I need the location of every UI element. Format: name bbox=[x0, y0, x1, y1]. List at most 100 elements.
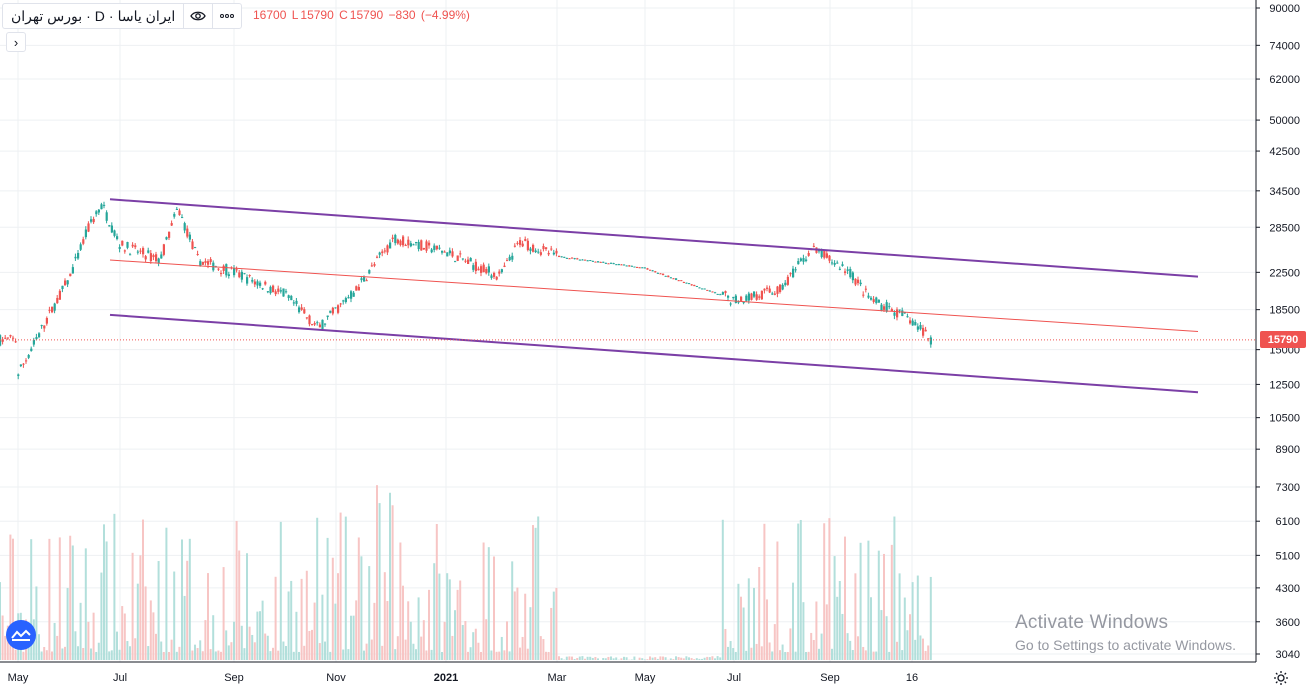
candle-body bbox=[914, 322, 917, 326]
candle-body bbox=[511, 255, 514, 260]
candle-body bbox=[742, 302, 745, 304]
volume-bar bbox=[282, 641, 285, 660]
candle-body bbox=[162, 244, 165, 255]
more-icon[interactable] bbox=[213, 4, 241, 28]
gear-icon[interactable] bbox=[1271, 668, 1291, 688]
symbol-title[interactable]: ایران یاسا · D · بورس تهران bbox=[3, 4, 183, 28]
candle-body bbox=[779, 284, 782, 292]
volume-bar bbox=[719, 657, 722, 660]
candle-body bbox=[454, 261, 457, 263]
candle-body bbox=[802, 258, 805, 262]
volume-bar bbox=[828, 518, 831, 660]
volume-bar bbox=[454, 610, 456, 660]
candle-body bbox=[807, 252, 810, 256]
price-axis-label: 42500 bbox=[1269, 146, 1300, 158]
candle-body bbox=[560, 256, 563, 258]
candle-body bbox=[526, 240, 529, 251]
candle-body bbox=[552, 252, 555, 255]
volume-bar bbox=[615, 657, 618, 660]
candle-body bbox=[862, 294, 865, 296]
volume-bar bbox=[230, 642, 233, 660]
candle-body bbox=[0, 335, 2, 346]
collapse-legend-button[interactable]: › bbox=[6, 32, 26, 52]
candle-body bbox=[776, 286, 779, 294]
volume-bar bbox=[142, 519, 144, 660]
candle-body bbox=[407, 239, 410, 246]
volume-bar bbox=[136, 583, 139, 660]
volume-bar bbox=[74, 631, 77, 660]
volume-bar bbox=[760, 646, 763, 660]
candle-body bbox=[233, 268, 236, 276]
candle-body bbox=[498, 271, 501, 274]
candle-body bbox=[243, 273, 246, 275]
candle-body bbox=[563, 256, 566, 258]
candle-body bbox=[612, 263, 615, 265]
volume-bar bbox=[695, 658, 698, 660]
candle-body bbox=[625, 265, 628, 267]
volume-bar bbox=[685, 656, 688, 660]
candle-body bbox=[368, 270, 371, 274]
volume-bar bbox=[222, 567, 225, 660]
symbol-legend[interactable]: ایران یاسا · D · بورس تهران bbox=[2, 3, 243, 29]
candle-body bbox=[906, 316, 909, 318]
candle-body bbox=[864, 288, 867, 290]
candle-body bbox=[261, 288, 264, 290]
candle-body bbox=[729, 303, 732, 305]
candle-body bbox=[238, 272, 241, 278]
volume-bar bbox=[490, 650, 493, 660]
candle-body bbox=[308, 315, 311, 325]
candle-body bbox=[524, 239, 527, 241]
volume-bar bbox=[542, 639, 545, 660]
candle-body bbox=[318, 324, 321, 328]
volume-bar bbox=[755, 643, 758, 660]
candle-body bbox=[539, 252, 542, 255]
candle-body bbox=[344, 298, 347, 303]
candle-body bbox=[441, 250, 444, 253]
symbol-name: ایران یاسا bbox=[117, 7, 176, 24]
candle-body bbox=[529, 248, 532, 251]
volume-bar bbox=[92, 612, 95, 660]
candle-body bbox=[347, 297, 350, 299]
volume-bar bbox=[155, 633, 157, 660]
volume-bar bbox=[77, 646, 79, 660]
candle-body bbox=[610, 262, 613, 264]
volume-bar bbox=[851, 650, 854, 660]
candle-body bbox=[550, 248, 553, 250]
candle-body bbox=[40, 325, 43, 327]
volume-bar bbox=[277, 650, 280, 660]
candle-body bbox=[823, 250, 826, 258]
eye-icon[interactable] bbox=[184, 4, 212, 28]
candle-body bbox=[17, 374, 20, 376]
volume-bar bbox=[802, 602, 805, 660]
volume-bar bbox=[191, 650, 194, 660]
candle-body bbox=[105, 212, 108, 221]
tradingview-logo-icon[interactable] bbox=[6, 620, 36, 650]
candle-body bbox=[428, 242, 431, 246]
volume-bar bbox=[53, 622, 56, 660]
candle-body bbox=[274, 291, 277, 295]
volume-bar bbox=[716, 656, 719, 660]
candle-body bbox=[355, 286, 358, 291]
candle-body bbox=[256, 281, 259, 286]
price-axis-label: 8900 bbox=[1276, 444, 1300, 456]
candle-body bbox=[766, 287, 769, 289]
volume-bar bbox=[391, 505, 394, 660]
volume-bar bbox=[339, 512, 342, 660]
candle-body bbox=[48, 309, 51, 311]
volume-bar bbox=[732, 648, 735, 660]
candle-body bbox=[885, 302, 888, 312]
volume-bar bbox=[428, 589, 430, 660]
candle-body bbox=[794, 269, 797, 271]
candle-body bbox=[597, 261, 600, 263]
candle-body bbox=[66, 280, 69, 285]
candle-body bbox=[485, 268, 488, 274]
volume-bar bbox=[578, 656, 581, 660]
volume-bar bbox=[508, 651, 511, 660]
volume-bar bbox=[4, 635, 7, 660]
volume-bar bbox=[854, 573, 857, 660]
candle-body bbox=[79, 244, 82, 250]
volume-bar bbox=[412, 643, 415, 660]
volume-bar bbox=[682, 658, 685, 660]
